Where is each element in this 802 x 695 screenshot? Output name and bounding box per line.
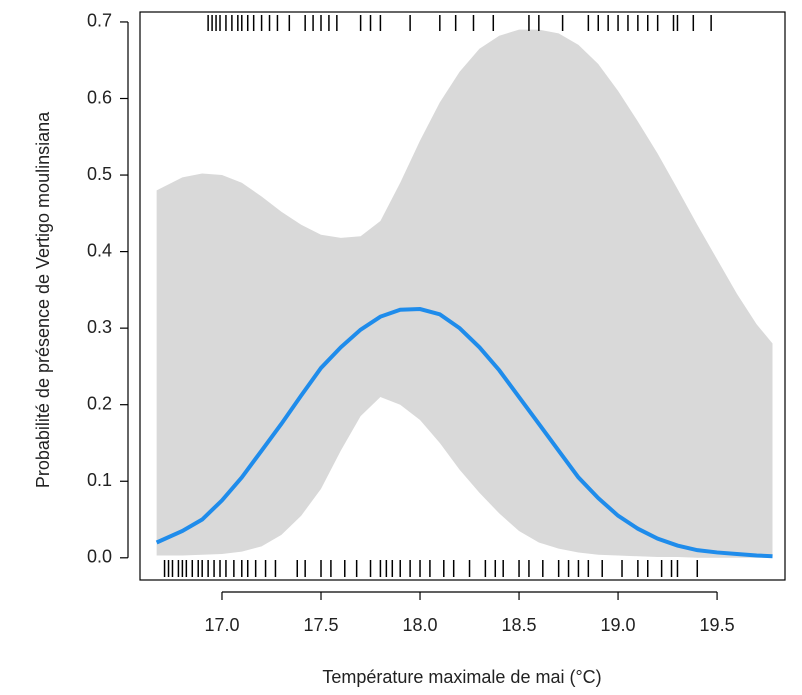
y-tick-label: 0.3 xyxy=(87,317,112,337)
x-tick-label: 19.0 xyxy=(601,615,636,635)
y-tick-label: 0.2 xyxy=(87,393,112,413)
y-tick-label: 0.7 xyxy=(87,11,112,31)
y-tick-label: 0.4 xyxy=(87,240,112,260)
y-tick-label: 0.1 xyxy=(87,470,112,490)
y-tick-label: 0.5 xyxy=(87,164,112,184)
plot-frame xyxy=(139,11,786,581)
x-tick-label: 17.5 xyxy=(303,615,338,635)
x-tick-label: 18.0 xyxy=(402,615,437,635)
y-tick-label: 0.6 xyxy=(87,87,112,107)
y-axis-label: Probabilité de présence de Vertigo mouli… xyxy=(33,111,53,488)
x-tick-label: 18.5 xyxy=(502,615,537,635)
x-tick-label: 19.5 xyxy=(700,615,735,635)
x-axis-label: Température maximale de mai (°C) xyxy=(322,667,601,687)
fit-line xyxy=(155,307,773,559)
y-tick-label: 0.0 xyxy=(87,547,112,567)
confidence-band xyxy=(156,29,773,558)
x-tick-label: 17.0 xyxy=(204,615,239,635)
